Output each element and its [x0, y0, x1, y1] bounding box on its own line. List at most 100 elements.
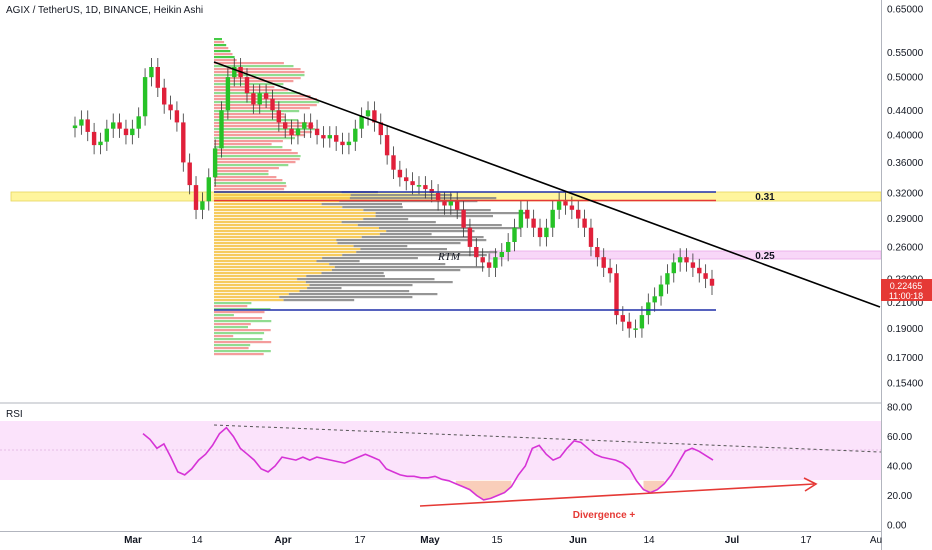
candle — [499, 252, 504, 258]
price-tick-12: 0.17000 — [887, 353, 924, 364]
price-tick-10: 0.21000 — [887, 298, 924, 309]
profile-bar — [214, 41, 225, 44]
candle — [525, 209, 530, 219]
rsi-label: RSI — [6, 409, 23, 420]
profile-bar-volume — [350, 194, 452, 197]
candle — [595, 247, 600, 258]
profile-bar — [214, 74, 305, 77]
profile-bar — [214, 203, 322, 206]
candle — [709, 278, 715, 286]
profile-bar — [214, 284, 310, 287]
price-axis[interactable]: 0.65000 0.55000 0.50000 0.44000 0.40000 0.360… — [887, 5, 924, 390]
profile-bar — [214, 143, 272, 146]
candle — [506, 242, 511, 252]
candle — [378, 122, 383, 136]
profile-bar — [214, 98, 317, 101]
divergence-label: Divergence + — [573, 510, 636, 521]
profile-bar — [214, 281, 306, 284]
candle — [684, 257, 689, 263]
profile-bar — [214, 212, 376, 215]
candle — [486, 262, 492, 268]
profile-bar — [214, 338, 263, 341]
profile-bar — [214, 65, 294, 68]
candle — [665, 273, 670, 285]
candle — [212, 148, 218, 178]
profile-bar — [214, 266, 335, 269]
profile-bar-volume — [321, 272, 384, 275]
candle — [263, 93, 269, 99]
profile-bar — [214, 227, 379, 230]
profile-bar — [214, 188, 285, 191]
time-axis[interactable]: Mar 14 Apr 17 May 15 Jun 14 Jul 17 Au — [124, 535, 882, 546]
level-band-031 — [10, 191, 882, 202]
profile-bar — [214, 332, 265, 335]
profile-bar — [214, 260, 317, 263]
profile-bar-volume — [306, 275, 385, 278]
profile-bar — [214, 197, 350, 200]
rsi-divergence-arrow-head — [803, 477, 818, 492]
profile-bar-volume — [379, 233, 432, 236]
profile-bar — [214, 296, 280, 299]
price-tick-13: 0.15400 — [887, 379, 924, 390]
profile-bar — [214, 263, 330, 266]
price-tick-7: 0.29000 — [887, 214, 924, 225]
profile-bar — [214, 119, 299, 122]
profile-bar — [214, 113, 285, 116]
price-tick-1: 0.55000 — [887, 48, 924, 59]
candle — [327, 135, 332, 139]
profile-bar-volume — [375, 215, 493, 218]
candle — [601, 257, 606, 268]
level-label-031: 0.31 — [755, 192, 775, 203]
price-tick-11: 0.19000 — [887, 324, 924, 335]
rsi-tick-3: 20.00 — [887, 491, 912, 502]
rsi-axis[interactable]: 80.00 60.00 40.00 20.00 0.00 — [887, 403, 912, 532]
profile-bar-volume — [297, 278, 435, 281]
profile-bar — [214, 152, 298, 155]
profile-bar — [214, 335, 234, 338]
profile-bar — [214, 209, 364, 212]
candle — [518, 209, 524, 228]
rsi-tick-1: 60.00 — [887, 432, 912, 443]
profile-bar — [214, 38, 222, 41]
candle — [544, 227, 549, 238]
profile-bar-volume — [288, 293, 438, 296]
profile-bar-volume — [299, 290, 410, 293]
candle — [607, 267, 613, 274]
profile-bar — [214, 89, 288, 92]
profile-bar-volume — [307, 287, 342, 290]
candle — [142, 77, 148, 117]
profile-bar — [214, 137, 295, 140]
candle — [346, 141, 352, 146]
candle — [155, 67, 160, 88]
candle — [614, 273, 619, 316]
profile-bar — [214, 194, 351, 197]
profile-bar — [214, 314, 234, 317]
candle — [423, 185, 428, 190]
rsi-divergence-arrow-line — [419, 483, 815, 507]
candle — [404, 177, 409, 182]
profile-bar-volume — [309, 284, 413, 287]
time-tick-2: Apr — [274, 535, 291, 546]
profile-bar — [214, 293, 289, 296]
candle — [283, 122, 288, 129]
candle — [474, 247, 479, 258]
profile-bar — [214, 116, 286, 119]
profile-bar — [214, 59, 237, 62]
profile-bar — [214, 257, 323, 260]
profile-bar — [214, 353, 264, 356]
profile-bar-volume — [305, 281, 453, 284]
countdown-value: 11:00:18 — [889, 291, 923, 301]
trendline-down[interactable] — [213, 61, 881, 308]
candle — [448, 201, 453, 206]
profile-bar — [214, 80, 294, 83]
profile-bar-volume — [283, 299, 355, 302]
profile-bar-volume — [361, 236, 484, 239]
candle — [123, 128, 129, 136]
profile-bar — [214, 206, 343, 209]
profile-bar — [214, 245, 354, 248]
candle — [149, 67, 154, 78]
profile-bar — [214, 329, 271, 332]
profile-bar-volume — [322, 257, 418, 260]
profile-bar — [214, 242, 338, 245]
